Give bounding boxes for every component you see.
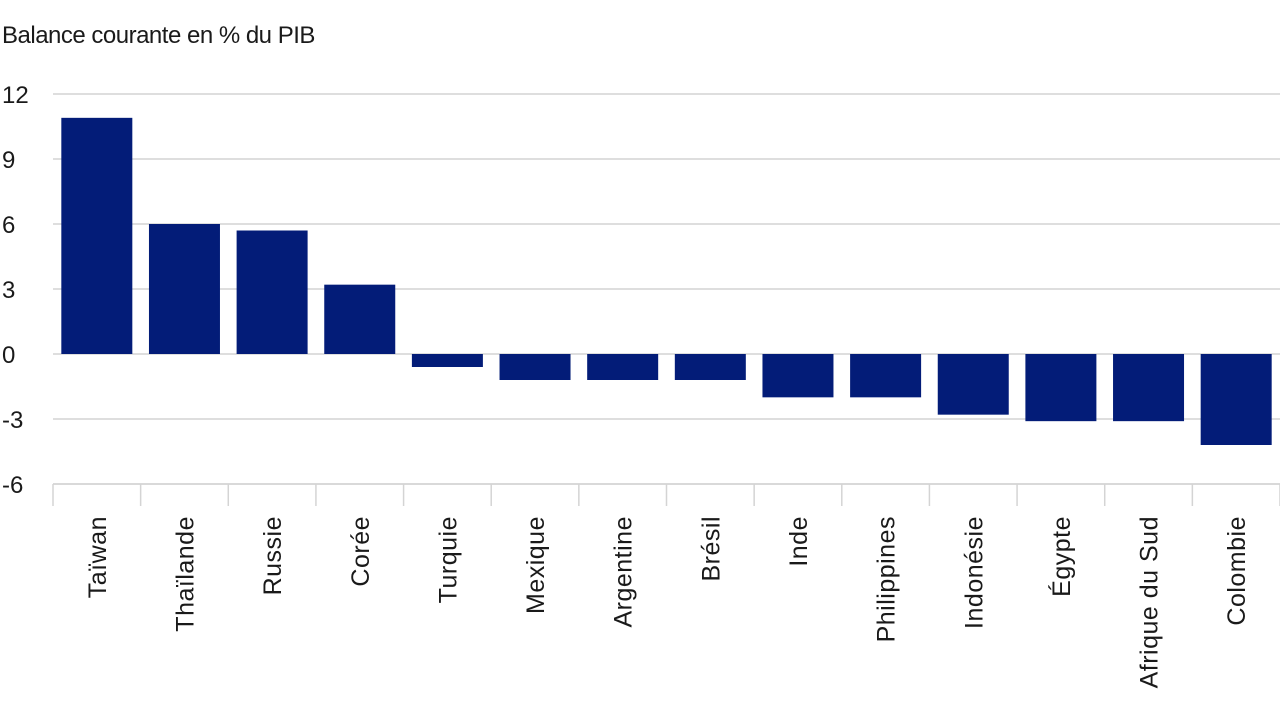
chart-title: Balance courante en % du PIB — [2, 22, 315, 49]
y-tick-label: -6 — [2, 472, 23, 499]
y-tick-label: 0 — [2, 342, 15, 369]
bar — [937, 354, 1009, 415]
y-tick-label: 9 — [2, 147, 15, 174]
x-tick-label: Brésil — [697, 516, 725, 582]
y-tick-label: -3 — [2, 407, 23, 434]
x-axis-ticks: Taïwan Thaïlande Russie Corée Turquie Mexique… — [84, 516, 1251, 688]
x-tick-label: Turquie — [434, 516, 462, 603]
y-axis-ticks: 12 9 6 3 0 -3 -6 — [2, 82, 29, 499]
y-tick-label: 12 — [2, 82, 29, 109]
bar — [61, 117, 133, 354]
bar — [762, 354, 834, 398]
bar — [1113, 354, 1185, 422]
x-axis — [52, 483, 1280, 506]
x-tick-label: Égypte — [1047, 516, 1076, 597]
bar — [587, 354, 659, 380]
bar — [236, 230, 308, 354]
bar — [1025, 354, 1097, 422]
bar — [148, 224, 220, 354]
x-tick-label: Thaïlande — [171, 516, 199, 632]
x-tick-label: Philippines — [873, 516, 901, 642]
x-tick-label: Colombie — [1223, 516, 1251, 626]
x-tick-label: Argentine — [610, 516, 638, 628]
bar — [674, 354, 746, 380]
bar — [1200, 354, 1272, 445]
x-tick-label: Afrique du Sud — [1136, 516, 1164, 688]
x-tick-label: Russie — [259, 516, 287, 595]
x-tick-label: Mexique — [522, 516, 550, 614]
x-tick-label: Inde — [785, 516, 813, 567]
x-tick-label: Corée — [347, 516, 375, 587]
bar — [411, 354, 483, 367]
bar — [850, 354, 922, 398]
y-tick-label: 6 — [2, 212, 15, 239]
x-tick-label: Taïwan — [84, 516, 112, 598]
bars — [61, 117, 1272, 445]
x-tick-label: Indonésie — [960, 516, 988, 629]
bar — [499, 354, 571, 380]
y-tick-label: 3 — [2, 277, 15, 304]
bar — [324, 284, 396, 354]
